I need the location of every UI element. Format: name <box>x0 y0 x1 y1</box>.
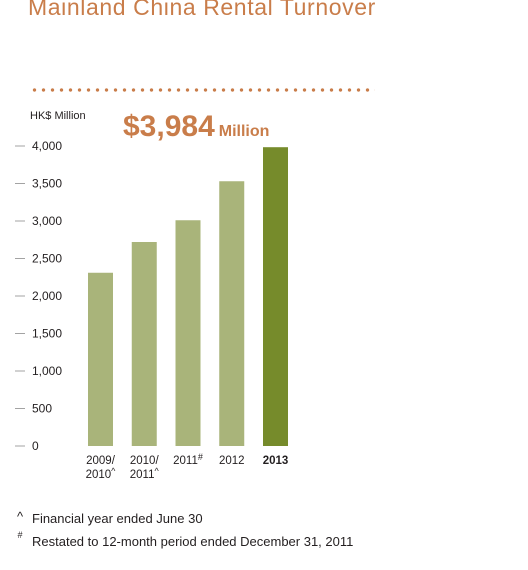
highlight-annotation: $3,984 Million <box>123 110 269 143</box>
y-axis-label: HK$ Million <box>30 110 86 122</box>
footnote-text: Financial year ended June 30 <box>32 511 203 526</box>
bar <box>263 147 288 446</box>
bar <box>175 220 201 446</box>
x-tick-footnote-mark: ^ <box>111 466 116 476</box>
x-tick-label: 2010^ <box>86 466 117 481</box>
annotation-value: $3,984 <box>123 110 215 143</box>
y-tick-label: 3,000 <box>32 214 62 228</box>
footnote-text: Restated to 12-month period ended Decemb… <box>32 534 354 549</box>
x-tick-footnote-mark: # <box>198 452 203 462</box>
y-tick-label: 1,000 <box>32 364 62 378</box>
bar-series <box>88 147 288 446</box>
x-tick-label: 2012 <box>219 455 245 467</box>
bar <box>131 242 157 446</box>
y-tick-label: 1,500 <box>32 327 62 341</box>
footnote-symbol-caret: ^ <box>16 509 24 524</box>
y-tick-label: 0 <box>32 439 39 453</box>
x-tick-label: 2009/ <box>86 455 116 467</box>
footnote-restated: # Restated to 12-month period ended Dece… <box>14 530 514 555</box>
bar-chart: HK$ Million 0 500 1,000 1,500 2,000 2,500 3,00… <box>15 110 289 481</box>
x-tick-footnote-mark: ^ <box>155 466 160 476</box>
x-tick-label: 2011^ <box>130 466 160 481</box>
bar <box>219 181 245 446</box>
bar <box>88 272 113 446</box>
y-tick-label: 4,000 <box>32 139 62 153</box>
chart-title: Mainland China Rental Turnover <box>28 0 376 20</box>
x-tick-label: 2010/ <box>130 455 160 467</box>
footnote-financial-year: ^ Financial year ended June 30 <box>14 509 514 532</box>
dotted-divider <box>30 88 375 92</box>
y-tick-label: 2,000 <box>32 289 62 303</box>
y-tick-label: 500 <box>32 402 52 416</box>
x-tick-label: 2013 <box>263 455 289 467</box>
x-tick-label: 2011# <box>173 452 203 467</box>
y-axis: 0 500 1,000 1,500 2,000 2,500 3,000 3,500 4,000 <box>15 139 62 453</box>
footnote-symbol-hash: # <box>17 530 23 540</box>
y-tick-label: 3,500 <box>32 177 62 191</box>
annotation-unit: Million <box>219 123 270 140</box>
y-tick-label: 2,500 <box>32 252 62 266</box>
x-axis-labels: 2009/2010^ 2010/2011^ 2011# 2012 2013 <box>86 452 289 481</box>
footnotes: ^ Financial year ended June 30 # Restate… <box>14 509 514 555</box>
